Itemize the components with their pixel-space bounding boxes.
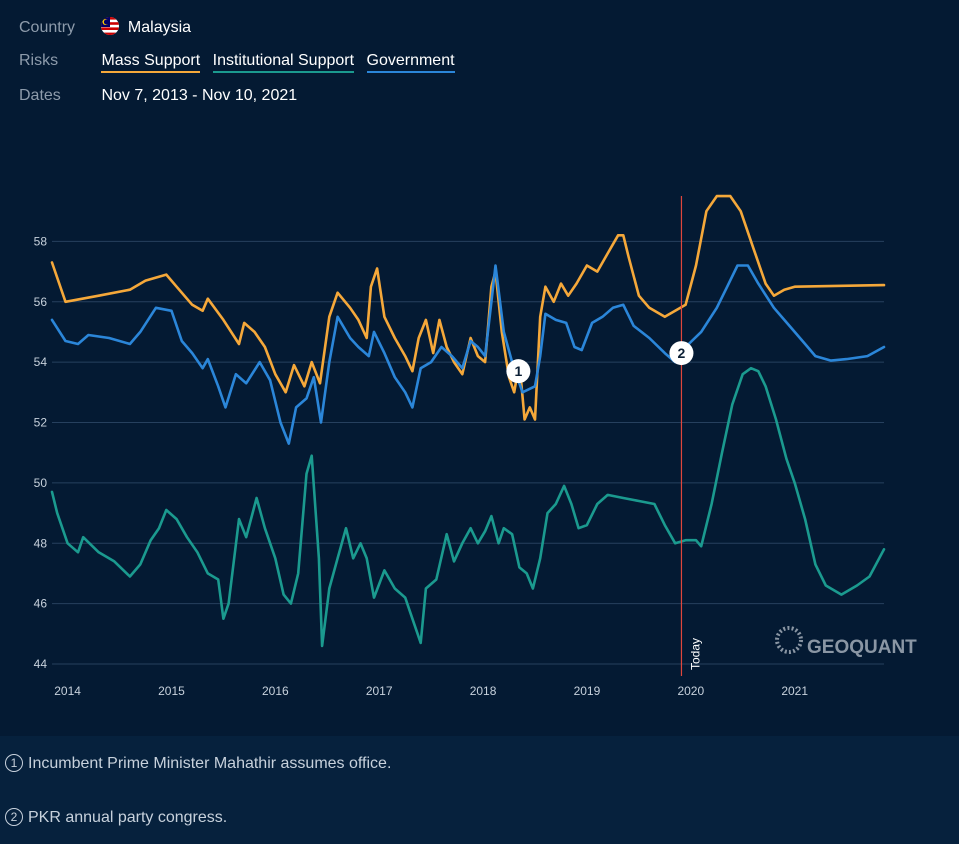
y-tick-label: 48 <box>34 536 48 550</box>
annotation-marker-1[interactable] <box>506 359 531 384</box>
series-government[interactable] <box>50 264 886 445</box>
x-tick-label: 2016 <box>262 684 289 698</box>
x-tick-label: 2021 <box>781 684 808 698</box>
y-tick-label: 56 <box>34 295 48 309</box>
series-mass-support[interactable] <box>50 194 886 421</box>
note-2-text: PKR annual party congress. <box>28 809 228 826</box>
dates-value[interactable]: Nov 7, 2013 - Nov 10, 2021 <box>101 87 298 104</box>
x-axis-ticks: 2014 2015 2016 2017 2018 2019 2020 2021 <box>54 684 808 698</box>
gridlines <box>52 240 884 665</box>
x-tick-label: 2017 <box>366 684 393 698</box>
risk-institutional-support[interactable]: Institutional Support <box>212 52 355 73</box>
y-tick-label: 58 <box>34 234 48 248</box>
y-tick-label: 50 <box>34 476 48 490</box>
y-tick-label: 52 <box>34 416 48 430</box>
y-tick-label: 44 <box>34 657 48 671</box>
risks-row: Risks Mass Support Institutional Support… <box>19 52 463 73</box>
geoquant-brand-text: GEOQUANT <box>807 637 917 658</box>
note-1: 1 Incumbent Prime Minister Mahathir assum… <box>5 754 391 773</box>
dates-label: Dates <box>19 87 61 104</box>
geoquant-logo-icon <box>775 626 803 654</box>
chart-annotations: 12 <box>506 341 694 384</box>
note-1-text: Incumbent Prime Minister Mahathir assume… <box>28 755 392 772</box>
risk-mass-support[interactable]: Mass Support <box>101 52 201 73</box>
risks-label: Risks <box>19 52 59 69</box>
series-lines <box>50 194 886 648</box>
dates-row: Dates Nov 7, 2013 - Nov 10, 2021 <box>19 87 297 105</box>
y-tick-label: 46 <box>34 597 48 611</box>
x-tick-label: 2020 <box>677 684 704 698</box>
annotation-label-2: 2 <box>678 345 686 361</box>
series-institutional-support[interactable] <box>50 366 886 648</box>
country-label: Country <box>19 19 76 36</box>
malaysia-flag-icon <box>101 17 120 40</box>
chart-panel: Country Malaysia Risks Mass Support In <box>19 17 918 698</box>
today-marker: Today <box>680 196 702 676</box>
country-value[interactable]: Malaysia <box>127 19 192 36</box>
annotation-label-1: 1 <box>514 363 522 379</box>
x-tick-label: 2015 <box>158 684 185 698</box>
x-tick-label: 2019 <box>574 684 601 698</box>
note-1-number: 1 <box>5 754 23 772</box>
country-row: Country Malaysia <box>19 17 191 40</box>
x-tick-label: 2018 <box>470 684 497 698</box>
y-tick-label: 54 <box>34 355 48 369</box>
geoquant-logo: GEOQUANT <box>775 626 917 658</box>
annotation-marker-2[interactable] <box>669 341 694 366</box>
risk-government[interactable]: Government <box>366 52 455 73</box>
note-2-number: 2 <box>5 808 23 826</box>
notes-panel: 1 Incumbent Prime Minister Mahathir assum… <box>0 736 959 844</box>
x-tick-label: 2014 <box>54 684 81 698</box>
note-2: 2 PKR annual party congress. <box>5 808 227 827</box>
y-axis-ticks: 44 46 48 50 52 54 56 58 <box>34 234 48 671</box>
today-label: Today <box>688 638 702 670</box>
